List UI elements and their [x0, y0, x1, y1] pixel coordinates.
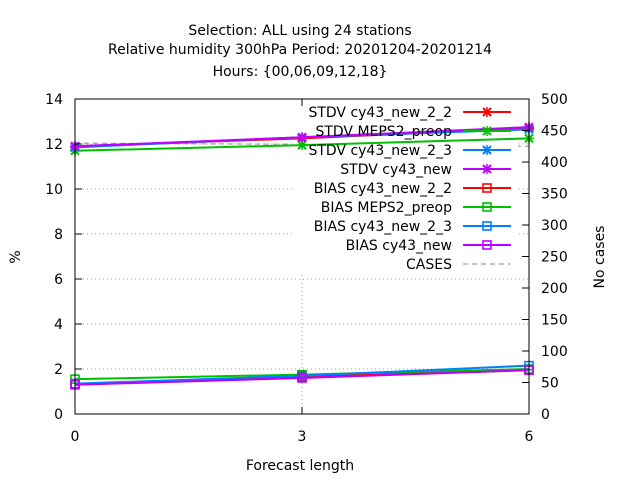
y2-tick-label: 350: [541, 187, 568, 203]
series-line: [74, 369, 530, 386]
legend-label: CASES: [406, 257, 452, 273]
y2-tick-label: 250: [541, 250, 568, 266]
chart-title: Selection: ALL using 24 stations Relativ…: [108, 23, 492, 80]
data-point: [482, 145, 492, 155]
y2-axis-label: No cases: [592, 226, 608, 289]
y-tick-label: 12: [45, 137, 63, 153]
data-point: [482, 183, 492, 193]
data-point: [482, 126, 492, 136]
y2-tick-label: 500: [541, 92, 568, 108]
data-point: [297, 140, 307, 151]
legend-label: BIAS cy43_new_2_3: [314, 219, 452, 235]
y2-tick-label: 0: [541, 407, 550, 423]
y-tick-label: 2: [54, 362, 63, 378]
series-layer: [70, 122, 534, 390]
y2-tick-label: 450: [541, 124, 568, 140]
legend: STDV cy43_new_2_2 STDV MEPS2_preop STDV cy…: [308, 105, 511, 273]
title-line-2: Relative humidity 300hPa Period: 2020120…: [108, 42, 492, 58]
y2-tick-label: 50: [541, 376, 559, 392]
legend-label: BIAS MEPS2_preop: [321, 200, 452, 216]
legend-label: STDV MEPS2_preop: [315, 124, 452, 140]
y2-tick-label: 300: [541, 218, 568, 234]
y-tick-label: 10: [45, 182, 63, 198]
legend-label: BIAS cy43_new_2_2: [314, 181, 452, 197]
y2-tick-label: 150: [541, 313, 568, 329]
legend-label: STDV cy43_new_2_3: [308, 143, 452, 159]
y-tick-label: 4: [54, 317, 63, 333]
title-line-3: Hours: {00,06,09,12,18}: [213, 64, 388, 80]
data-point: [482, 202, 492, 212]
y2-tick-label: 100: [541, 344, 568, 360]
data-point: [482, 240, 492, 250]
data-point: [297, 132, 307, 143]
legend-label: STDV cy43_new: [340, 162, 452, 178]
data-point: [297, 373, 307, 383]
data-point: [482, 221, 492, 231]
data-point: [482, 107, 492, 117]
x-axis-label: Forecast length: [246, 458, 354, 474]
data-point: [482, 164, 492, 174]
y-tick-label: 6: [54, 272, 63, 288]
y-tick-label: 0: [54, 407, 63, 423]
x-tick-label: 6: [525, 429, 534, 445]
series-line: [74, 364, 530, 385]
y-tick-label: 14: [45, 92, 63, 108]
y2-tick-label: 200: [541, 281, 568, 297]
legend-label: BIAS cy43_new: [346, 238, 452, 254]
x-tick-label: 0: [71, 429, 80, 445]
y-tick-label: 8: [54, 227, 63, 243]
y2-tick-label: 400: [541, 155, 568, 171]
legend-label: STDV cy43_new_2_2: [308, 105, 452, 121]
title-line-1: Selection: ALL using 24 stations: [188, 23, 411, 39]
y-axis-label: %: [8, 250, 24, 263]
x-tick-label: 3: [298, 429, 307, 445]
